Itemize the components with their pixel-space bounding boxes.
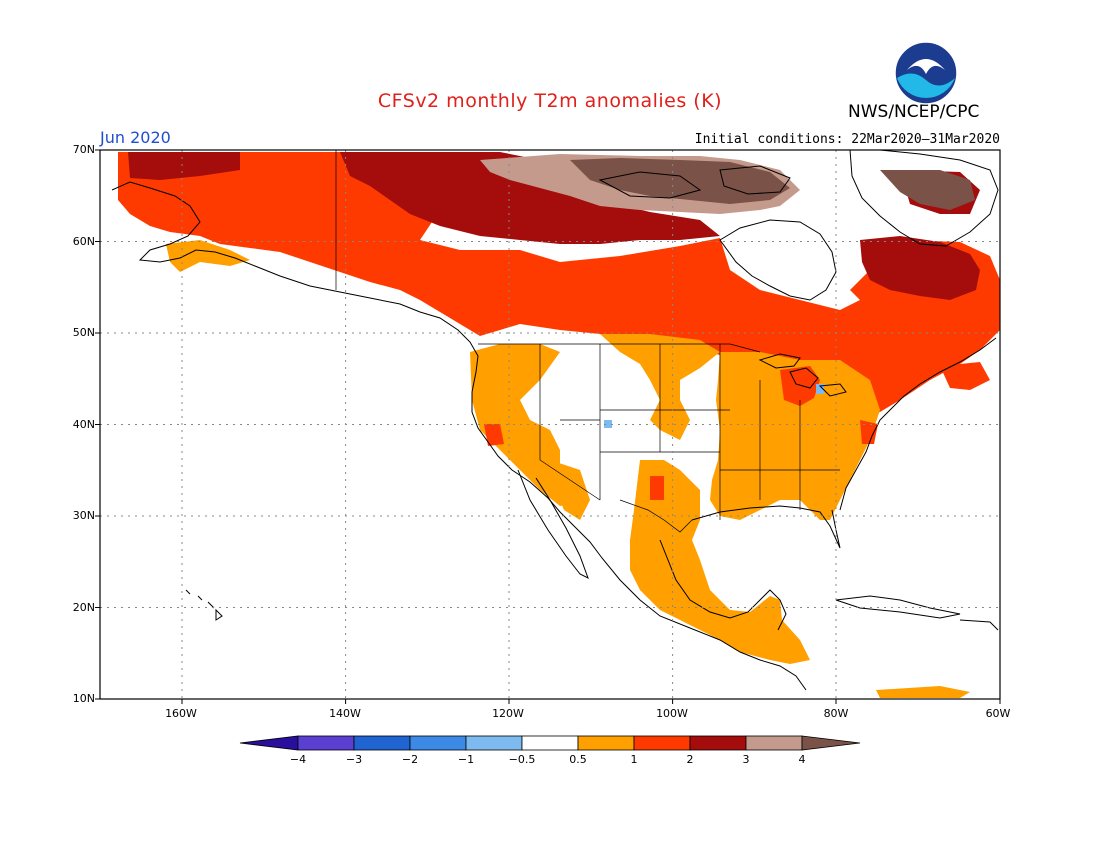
anomaly-region [650,476,664,500]
anomaly-region [880,170,975,210]
legend-swatch [521,735,579,751]
legend-swatch [409,735,467,751]
graticule [100,150,1000,699]
legend-label: −2 [401,753,419,766]
legend-label: 0.5 [569,753,587,766]
legend-arrow-low [239,735,299,751]
legend-label: 4 [798,753,806,766]
lat-label-40n: 40N [72,418,95,431]
lat-label-50n: 50N [72,326,95,339]
lat-label-20n: 20N [72,601,95,614]
legend-swatch [297,735,355,751]
lat-label-60n: 60N [72,235,95,248]
anomaly-region [118,152,1000,420]
legend-label: −1 [457,753,475,766]
legend-swatch [465,735,523,751]
lon-label-120w: 120W [492,707,524,720]
initial-conditions-label: Initial conditions: 22Mar2020–31Mar2020 [694,132,1000,147]
legend-label: 2 [686,753,694,766]
anomaly-region [570,158,790,204]
legend-swatch [745,735,803,751]
legend-swatch [633,735,691,751]
legend-label: −3 [345,753,363,766]
map-title: CFSv2 monthly T2m anomalies (K) [377,90,723,112]
anomaly-fill-layer [118,152,1000,698]
valid-month-label: Jun 2020 [100,128,171,147]
lon-label-80w: 80W [823,707,849,720]
anomaly-region [128,152,240,180]
anomaly-region [484,424,504,446]
agency-label: NWS/NCEP/CPC [848,102,980,122]
legend-swatch [353,735,411,751]
anomaly-region [340,152,720,244]
color-legend [239,735,861,751]
anomaly-region [816,384,824,394]
anomaly-region [780,366,820,406]
anomaly-region [166,240,250,272]
anomaly-region [550,460,590,520]
legend-label: 1 [630,753,638,766]
legend-label: −0.5 [508,753,536,766]
noaa-logo-icon [894,41,958,105]
anomaly-region [860,420,878,444]
legend-label: 3 [742,753,750,766]
anomaly-region [860,236,980,300]
anomaly-region [604,420,612,428]
lon-label-160w: 160W [165,707,197,720]
lat-label-70n: 70N [72,143,95,156]
lon-label-100w: 100W [656,707,688,720]
legend-label: −4 [289,753,307,766]
lon-label-140w: 140W [329,707,361,720]
lat-label-10n: 10N [72,692,95,705]
coastline-layer [111,149,999,691]
legend-swatch [577,735,635,751]
lon-label-60w: 60W [985,707,1011,720]
anomaly-region [940,362,990,390]
anomaly-region [630,460,810,664]
lat-label-30n: 30N [72,509,95,522]
boundary-layer [335,150,840,533]
anomaly-region [876,686,970,698]
legend-swatch [689,735,747,751]
legend-arrow-high [801,735,861,751]
